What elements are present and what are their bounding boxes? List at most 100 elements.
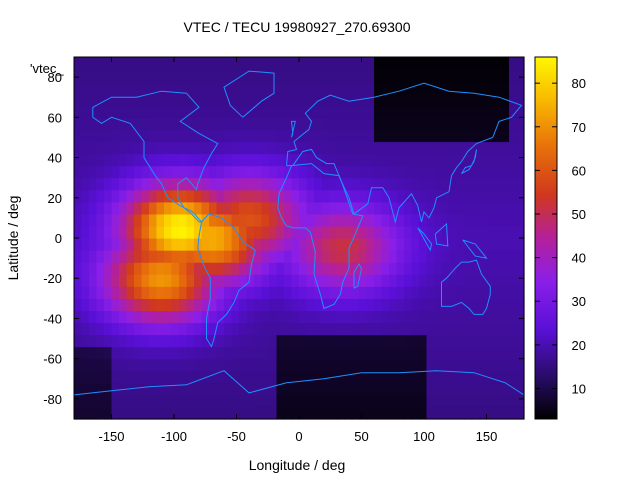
heatmap-cell bbox=[464, 334, 473, 348]
heatmap-cell bbox=[464, 177, 473, 191]
heatmap-cell bbox=[494, 322, 503, 336]
heatmap-cell bbox=[411, 189, 420, 203]
heatmap-cell bbox=[359, 69, 368, 82]
heatmap-cell bbox=[389, 370, 398, 384]
heatmap-cell bbox=[441, 153, 450, 167]
heatmap-cell bbox=[119, 105, 128, 118]
heatmap-cell bbox=[366, 394, 375, 408]
heatmap-cell bbox=[306, 189, 315, 203]
heatmap-cell bbox=[509, 322, 518, 336]
heatmap-cell bbox=[456, 394, 465, 408]
heatmap-cell bbox=[291, 358, 300, 372]
heatmap-cell bbox=[299, 129, 308, 143]
heatmap-cell bbox=[111, 81, 120, 94]
heatmap-cell bbox=[329, 81, 338, 94]
heatmap-cell bbox=[164, 141, 173, 155]
heatmap-cell bbox=[216, 153, 225, 167]
heatmap-cell bbox=[209, 141, 218, 155]
heatmap-cell bbox=[419, 298, 428, 311]
heatmap-cell bbox=[104, 153, 113, 167]
heatmap-cell bbox=[404, 201, 413, 215]
heatmap-cell bbox=[89, 141, 98, 155]
heatmap-cell bbox=[231, 322, 240, 336]
heatmap-cell bbox=[471, 153, 480, 167]
heatmap-cell bbox=[104, 382, 113, 396]
heatmap-cell bbox=[201, 370, 210, 384]
heatmap-cell bbox=[186, 93, 195, 106]
colorbar-gradient bbox=[534, 56, 558, 420]
heatmap-cell bbox=[111, 250, 120, 263]
heatmap-cell bbox=[284, 286, 293, 299]
heatmap-cell bbox=[194, 358, 203, 372]
heatmap-cell bbox=[149, 310, 158, 324]
heatmap-cell bbox=[104, 129, 113, 143]
heatmap-cell bbox=[216, 274, 225, 287]
heatmap-cell bbox=[449, 274, 458, 287]
heatmap-cell bbox=[344, 406, 353, 420]
heatmap-cell bbox=[434, 69, 443, 82]
heatmap-cell bbox=[329, 286, 338, 299]
heatmap-cell bbox=[344, 225, 353, 239]
heatmap-cell bbox=[239, 105, 248, 118]
heatmap-cell bbox=[486, 141, 495, 155]
heatmap-cell bbox=[156, 322, 165, 336]
heatmap-cell bbox=[306, 298, 315, 311]
heatmap-cell bbox=[119, 274, 128, 287]
heatmap-cell bbox=[486, 250, 495, 263]
heatmap-cell bbox=[426, 129, 435, 143]
heatmap-cell bbox=[141, 346, 150, 360]
heatmap-cell bbox=[351, 213, 360, 227]
heatmap-cell bbox=[81, 250, 90, 263]
heatmap-cell bbox=[471, 406, 480, 420]
heatmap-cell bbox=[284, 105, 293, 118]
heatmap-cell bbox=[96, 189, 105, 203]
heatmap-cell bbox=[321, 201, 330, 215]
heatmap-cell bbox=[299, 394, 308, 408]
heatmap-cell bbox=[374, 81, 383, 94]
heatmap-cell bbox=[239, 370, 248, 384]
heatmap-cell bbox=[336, 165, 345, 179]
heatmap-cell bbox=[261, 406, 270, 420]
heatmap-cell bbox=[239, 250, 248, 263]
heatmap-cell bbox=[104, 286, 113, 299]
heatmap-cell bbox=[254, 274, 263, 287]
heatmap-cell bbox=[471, 213, 480, 227]
heatmap-cell bbox=[449, 57, 458, 70]
heatmap-cell bbox=[419, 406, 428, 420]
heatmap-cell bbox=[156, 238, 165, 251]
heatmap-cell bbox=[104, 213, 113, 227]
heatmap-cell bbox=[276, 346, 285, 360]
heatmap-cell bbox=[509, 177, 518, 191]
heatmap-cell bbox=[89, 286, 98, 299]
heatmap-cell bbox=[516, 57, 525, 70]
heatmap-cell bbox=[179, 406, 188, 420]
heatmap-cell bbox=[141, 225, 150, 239]
heatmap-cell bbox=[336, 250, 345, 263]
heatmap-cell bbox=[254, 298, 263, 311]
heatmap-cell bbox=[321, 286, 330, 299]
heatmap-cell bbox=[381, 370, 390, 384]
heatmap-cell bbox=[194, 81, 203, 94]
heatmap-cell bbox=[359, 382, 368, 396]
heatmap-cell bbox=[269, 250, 278, 263]
heatmap-cell bbox=[389, 81, 398, 94]
heatmap-cell bbox=[254, 310, 263, 324]
heatmap-cell bbox=[411, 262, 420, 275]
heatmap-cell bbox=[306, 69, 315, 82]
heatmap-cell bbox=[171, 129, 180, 143]
heatmap-cell bbox=[231, 201, 240, 215]
heatmap-cell bbox=[441, 189, 450, 203]
heatmap-cell bbox=[329, 213, 338, 227]
heatmap-cell bbox=[299, 117, 308, 130]
heatmap-cell bbox=[411, 310, 420, 324]
heatmap-cell bbox=[299, 322, 308, 336]
heatmap-cell bbox=[96, 358, 105, 372]
heatmap-cell bbox=[299, 81, 308, 94]
heatmap-cell bbox=[464, 105, 473, 118]
heatmap-cell bbox=[434, 250, 443, 263]
heatmap-cell bbox=[366, 298, 375, 311]
heatmap-cell bbox=[366, 141, 375, 155]
heatmap-cell bbox=[321, 177, 330, 191]
heatmap-cell bbox=[231, 370, 240, 384]
heatmap-cell bbox=[231, 382, 240, 396]
